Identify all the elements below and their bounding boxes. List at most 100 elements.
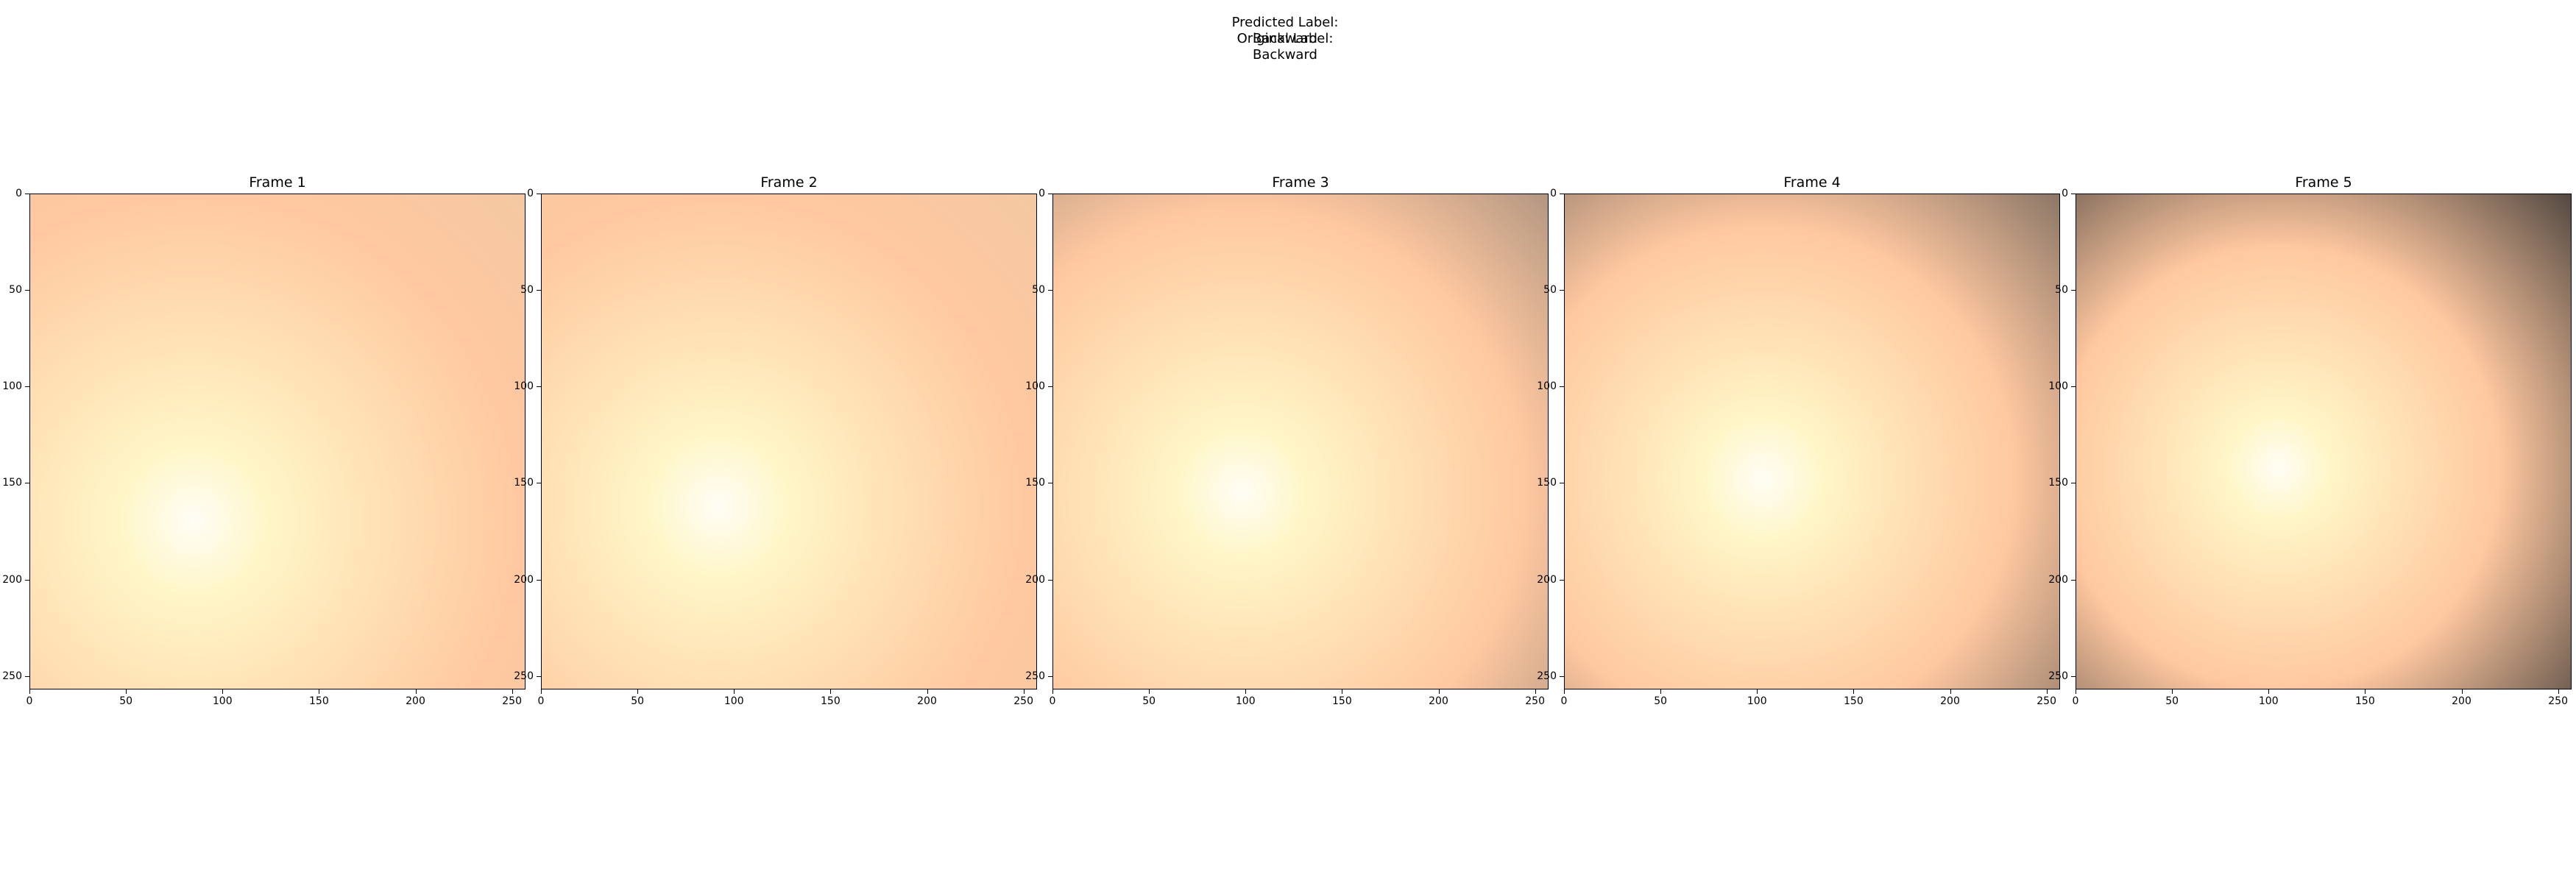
- x-tick-mark: [126, 689, 127, 694]
- y-tick-label: 100: [1537, 380, 1557, 393]
- x-tick-mark: [1950, 689, 1951, 694]
- x-tick-mark: [1245, 689, 1247, 694]
- frame-image: [29, 194, 526, 689]
- x-tick-mark: [734, 689, 735, 694]
- x-tick-label: 200: [917, 695, 937, 707]
- x-tick-mark: [29, 689, 30, 694]
- y-tick-label: 200: [2, 573, 22, 586]
- y-tick-mark: [1560, 386, 1564, 388]
- frame-image: [2076, 194, 2572, 689]
- x-tick-label: 100: [212, 695, 233, 707]
- x-tick-label: 250: [2548, 695, 2568, 707]
- x-tick-mark: [415, 689, 417, 694]
- y-tick-mark: [537, 675, 541, 677]
- y-tick-mark: [1048, 290, 1052, 291]
- frame-title: Frame 4: [1783, 174, 1841, 191]
- y-tick-mark: [25, 386, 29, 388]
- x-tick-label: 100: [723, 695, 744, 707]
- x-tick-label: 50: [119, 695, 133, 707]
- x-tick-mark: [2046, 689, 2048, 694]
- x-tick-mark: [512, 689, 513, 694]
- x-tick-label: 200: [1429, 695, 1448, 707]
- x-tick-label: 150: [1844, 695, 1864, 707]
- x-tick-label: 50: [1142, 695, 1156, 707]
- x-tick-mark: [1757, 689, 1758, 694]
- x-tick-mark: [2558, 689, 2559, 694]
- frame-title: Frame 3: [1272, 174, 1329, 191]
- x-tick-label: 50: [631, 695, 645, 707]
- y-tick-label: 250: [2048, 670, 2068, 682]
- y-tick-label: 0: [527, 188, 534, 199]
- x-tick-label: 200: [2452, 695, 2471, 707]
- y-tick-mark: [2071, 386, 2076, 388]
- y-tick-mark: [1560, 579, 1564, 581]
- x-tick-mark: [2461, 689, 2463, 694]
- x-tick-label: 250: [1525, 695, 1545, 707]
- x-tick-label: 0: [26, 695, 33, 707]
- x-tick-label: 0: [2072, 695, 2079, 707]
- x-tick-label: 250: [2037, 695, 2056, 707]
- x-tick-mark: [637, 689, 639, 694]
- y-tick-label: 0: [2062, 188, 2068, 199]
- x-tick-label: 200: [406, 695, 425, 707]
- x-tick-label: 50: [2165, 695, 2179, 707]
- frame-image: [1052, 194, 1549, 689]
- x-tick-mark: [927, 689, 928, 694]
- x-tick-label: 250: [1013, 695, 1033, 707]
- y-tick-label: 100: [2048, 380, 2068, 393]
- y-tick-label: 250: [1537, 670, 1557, 682]
- y-tick-label: 250: [514, 670, 534, 682]
- frame-title: Frame 5: [2295, 174, 2352, 191]
- y-tick-label: 200: [514, 573, 534, 586]
- y-tick-label: 250: [1025, 670, 1045, 682]
- x-tick-label: 150: [1332, 695, 1352, 707]
- x-tick-mark: [830, 689, 832, 694]
- y-tick-label: 200: [1025, 573, 1045, 586]
- y-tick-mark: [2071, 290, 2076, 291]
- x-tick-label: 150: [309, 695, 329, 707]
- x-tick-label: 150: [2355, 695, 2375, 707]
- y-tick-label: 50: [1543, 284, 1557, 297]
- y-tick-mark: [1048, 386, 1052, 388]
- y-tick-mark: [25, 290, 29, 291]
- y-tick-mark: [2071, 675, 2076, 677]
- x-tick-label: 100: [2258, 695, 2279, 707]
- y-tick-label: 150: [2048, 477, 2068, 489]
- x-tick-mark: [1052, 689, 1053, 694]
- x-tick-mark: [1149, 689, 1150, 694]
- frame-image: [1564, 194, 2060, 689]
- x-tick-mark: [2172, 689, 2173, 694]
- y-tick-label: 100: [1025, 380, 1045, 393]
- x-tick-mark: [1660, 689, 1662, 694]
- y-tick-label: 150: [514, 477, 534, 489]
- x-tick-mark: [1023, 689, 1025, 694]
- y-tick-label: 200: [1537, 573, 1557, 586]
- x-tick-label: 250: [502, 695, 522, 707]
- x-tick-mark: [1564, 689, 1565, 694]
- y-tick-mark: [1048, 579, 1052, 581]
- y-tick-label: 150: [1025, 477, 1045, 489]
- y-tick-mark: [1560, 675, 1564, 677]
- y-tick-mark: [25, 579, 29, 581]
- y-tick-label: 0: [1550, 188, 1557, 199]
- x-tick-mark: [1853, 689, 1855, 694]
- y-tick-mark: [25, 675, 29, 677]
- x-tick-label: 100: [1235, 695, 1256, 707]
- x-tick-mark: [1535, 689, 1536, 694]
- x-tick-mark: [1438, 689, 1440, 694]
- x-tick-label: 150: [821, 695, 841, 707]
- y-tick-mark: [537, 386, 541, 388]
- x-tick-label: 0: [537, 695, 545, 707]
- y-tick-mark: [1048, 675, 1052, 677]
- y-tick-label: 150: [2, 477, 22, 489]
- frame-title: Frame 1: [249, 174, 306, 191]
- y-tick-label: 250: [2, 670, 22, 682]
- y-tick-label: 100: [514, 380, 534, 393]
- x-tick-label: 0: [1560, 695, 1568, 707]
- y-tick-label: 200: [2048, 573, 2068, 586]
- x-tick-label: 50: [1654, 695, 1668, 707]
- frame-image: [541, 194, 1037, 689]
- y-tick-label: 50: [520, 284, 534, 297]
- x-tick-label: 0: [1049, 695, 1056, 707]
- x-tick-mark: [541, 689, 542, 694]
